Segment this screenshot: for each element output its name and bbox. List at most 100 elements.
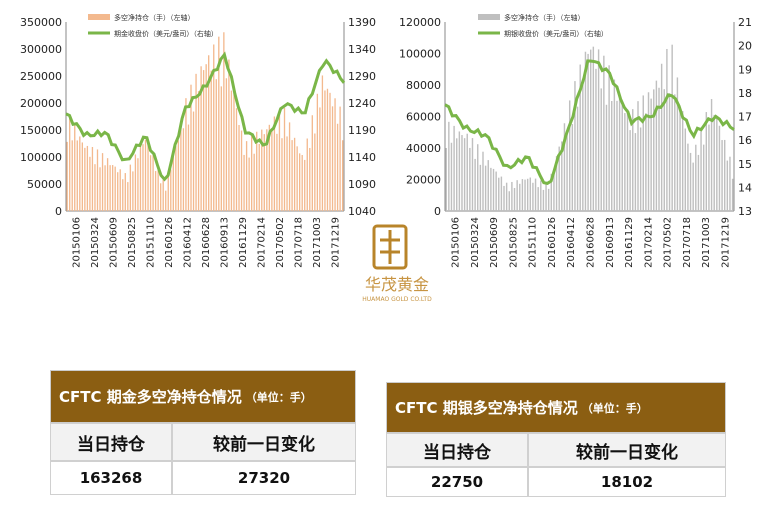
position-bar <box>316 93 319 211</box>
y-left-tick-label: 100000 <box>399 48 441 61</box>
position-bar <box>273 116 276 211</box>
y-left-tick-label: 120000 <box>399 16 441 29</box>
y-right-tick-label: 1040 <box>348 205 376 218</box>
position-bar <box>534 178 537 211</box>
position-bar <box>484 165 487 211</box>
x-tick-label: 20160913 <box>605 217 616 268</box>
position-bar <box>461 135 463 211</box>
silver-table-title: CFTC 期银多空净持仓情况 <box>395 399 578 417</box>
position-bar <box>666 48 668 211</box>
position-bar <box>202 70 205 211</box>
position-bar <box>339 106 341 211</box>
position-bar <box>243 154 245 211</box>
position-bar <box>600 88 602 211</box>
position-bar <box>655 80 658 211</box>
y-left-tick-label: 150000 <box>20 124 62 137</box>
x-tick-label: 20170214 <box>257 217 268 268</box>
position-bar <box>516 180 518 211</box>
y-right-tick-label: 1290 <box>348 70 376 83</box>
x-tick-label: 20150825 <box>127 217 138 268</box>
y-left-tick-label: 0 <box>434 205 441 218</box>
position-bar <box>127 182 129 211</box>
x-tick-label: 20161129 <box>624 217 635 268</box>
position-bar <box>463 138 466 211</box>
position-bar <box>540 180 542 211</box>
position-bar <box>268 124 271 211</box>
y-left-tick-label: 80000 <box>406 79 441 92</box>
position-bar <box>616 100 618 211</box>
y-right-tick-label: 19 <box>738 63 752 76</box>
position-bar <box>248 157 250 211</box>
position-bar <box>129 164 132 211</box>
position-bar <box>453 125 455 211</box>
position-bar <box>331 106 334 211</box>
x-tick-label: 20151110 <box>145 217 156 268</box>
position-bar <box>521 179 524 211</box>
x-tick-label: 20151110 <box>528 217 539 268</box>
position-bar <box>84 147 86 211</box>
position-bar <box>301 155 303 211</box>
position-bar <box>618 95 621 211</box>
position-bar <box>233 92 235 211</box>
position-bar <box>311 115 313 211</box>
x-tick-label: 20150106 <box>71 217 82 268</box>
y-right-tick-label: 1340 <box>348 43 376 56</box>
position-bar <box>341 140 344 211</box>
y-left-tick-label: 50000 <box>27 178 62 191</box>
position-bar <box>542 189 545 211</box>
y-right-tick-label: 1390 <box>348 16 376 29</box>
position-bar <box>329 92 331 211</box>
position-bar <box>261 129 263 211</box>
position-bar <box>466 133 468 211</box>
position-bar <box>469 147 471 211</box>
position-bar <box>563 123 566 211</box>
position-bar <box>700 127 702 211</box>
position-bar <box>240 130 243 211</box>
position-bar <box>650 98 652 211</box>
position-bar <box>187 124 190 211</box>
position-bar <box>215 79 217 211</box>
position-bar <box>223 32 225 212</box>
position-bar <box>721 140 723 211</box>
position-bar <box>492 168 495 211</box>
silver-position-chart: 0 20000 40000 60000 80000 100000 120000 13 14 15 1… <box>399 13 752 268</box>
position-bar <box>276 133 278 211</box>
x-tick-label: 20150106 <box>451 217 462 268</box>
position-bar <box>692 162 694 211</box>
position-bar <box>505 182 508 211</box>
position-bar <box>597 49 600 211</box>
position-bar <box>111 165 114 211</box>
position-bar <box>132 171 134 211</box>
position-bar <box>283 107 286 211</box>
position-bar <box>519 183 521 211</box>
position-bar <box>250 135 253 211</box>
position-bar <box>144 139 147 211</box>
position-bar <box>697 154 700 211</box>
y-right-tick-label: 1240 <box>348 97 376 110</box>
position-bar <box>142 144 144 211</box>
position-bar <box>139 145 142 211</box>
position-bar <box>245 141 248 211</box>
position-bar <box>81 142 83 211</box>
position-bar <box>66 141 68 211</box>
x-tick-label: 20171003 <box>701 217 712 268</box>
position-bar <box>574 81 576 212</box>
position-bar <box>218 36 220 211</box>
position-bar <box>584 51 587 211</box>
position-bar <box>210 70 212 212</box>
y-right-tick-label: 16 <box>738 134 752 147</box>
position-bar <box>319 107 321 211</box>
silver-table-unit: （单位：手） <box>581 401 648 415</box>
y-left-tick-label: 300000 <box>20 43 62 56</box>
gold-legend: 多空净持仓（手）（左轴） 期金收盘价（美元/盎司）（右轴） <box>88 13 218 38</box>
position-bar <box>76 140 78 211</box>
position-bar <box>117 172 119 211</box>
position-bar <box>529 177 531 211</box>
legend-label-bars: 多空净持仓（手）（左轴） <box>114 13 195 22</box>
x-tick-label: 20160412 <box>182 217 193 268</box>
position-bar <box>723 139 726 211</box>
position-bar <box>579 64 581 211</box>
x-tick-label: 20160126 <box>164 217 175 268</box>
position-bar <box>716 117 718 211</box>
x-tick-label: 20150324 <box>90 217 101 268</box>
